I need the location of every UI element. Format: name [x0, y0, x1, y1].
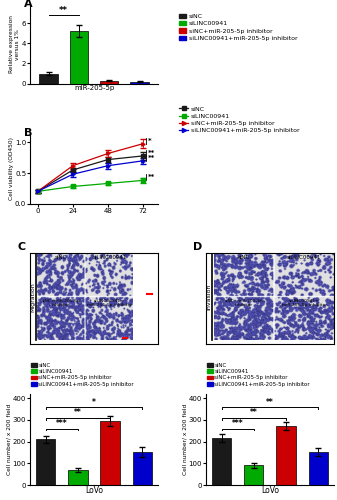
Text: ***: *** [56, 419, 68, 428]
Bar [133, 452, 152, 485]
Text: C: C [18, 242, 26, 252]
Text: siLINC00941+
miR-205-5p inhibitor: siLINC00941+ miR-205-5p inhibitor [282, 299, 327, 308]
Text: *: * [92, 398, 96, 406]
Text: siNC+miR-205-5p
inhibitor: siNC+miR-205-5p inhibitor [224, 299, 263, 308]
Text: siLINC00941+
miR-205-5p inhibitor: siLINC00941+ miR-205-5p inhibitor [87, 299, 132, 308]
Bar [70, 31, 88, 84]
Text: A: A [24, 0, 33, 8]
Bar [100, 80, 118, 84]
Bar [244, 466, 264, 485]
Bar [100, 421, 120, 485]
Y-axis label: Cell number/ x 200 field: Cell number/ x 200 field [6, 404, 11, 475]
Text: siNC: siNC [55, 255, 67, 260]
Legend: siNC, siLINC00941, siNC+miR-205-5p inhibitor, siLINC00941+miR-205-5p inhibitor: siNC, siLINC00941, siNC+miR-205-5p inhib… [178, 13, 298, 42]
X-axis label: miR-205-5p: miR-205-5p [74, 85, 114, 91]
X-axis label: LoVo: LoVo [85, 486, 103, 496]
Text: **: ** [74, 408, 82, 418]
Text: D: D [193, 242, 203, 252]
Text: ***: *** [232, 419, 244, 428]
Text: *: * [148, 138, 152, 143]
Bar [36, 440, 55, 485]
Text: **: ** [250, 408, 258, 418]
Y-axis label: Cell viability (OD450): Cell viability (OD450) [8, 137, 13, 200]
Bar [309, 452, 328, 485]
Text: **: ** [266, 398, 274, 406]
Text: **: ** [148, 174, 155, 180]
Text: **: ** [59, 6, 68, 15]
Bar [276, 426, 296, 485]
Legend: siNC, siLINC00941, siNC+miR-205-5p inhibitor, siLINC00941+miR-205-5p inhibitor: siNC, siLINC00941, siNC+miR-205-5p inhib… [207, 362, 310, 388]
Bar [130, 82, 149, 84]
Bar [39, 74, 58, 84]
Legend: siNC, siLINC00941, siNC+miR-205-5p inhibitor, siLINC00941+miR-205-5p inhibitor: siNC, siLINC00941, siNC+miR-205-5p inhib… [178, 106, 300, 134]
Text: siNC: siNC [238, 255, 250, 260]
Text: **: ** [148, 154, 155, 160]
Text: siLINC00941: siLINC00941 [92, 255, 127, 260]
Legend: siNC, siLINC00941, siNC+miR-205-5p inhibitor, siLINC00941+miR-205-5p inhibitor: siNC, siLINC00941, siNC+miR-205-5p inhib… [31, 362, 134, 388]
Bar [68, 470, 88, 485]
Text: siLINC00941: siLINC00941 [287, 255, 321, 260]
Text: Invasion: Invasion [206, 284, 211, 310]
Text: **: ** [148, 150, 155, 156]
Y-axis label: Cell number/ x 200 field: Cell number/ x 200 field [182, 404, 187, 475]
Text: siNC+miR-205-5p
inhibitor: siNC+miR-205-5p inhibitor [42, 299, 81, 308]
Text: Migration: Migration [30, 282, 35, 312]
X-axis label: LoVo: LoVo [261, 486, 279, 496]
Y-axis label: Relative expression
versus 1%: Relative expression versus 1% [9, 16, 20, 73]
Bar [212, 438, 231, 485]
Text: B: B [24, 128, 32, 138]
